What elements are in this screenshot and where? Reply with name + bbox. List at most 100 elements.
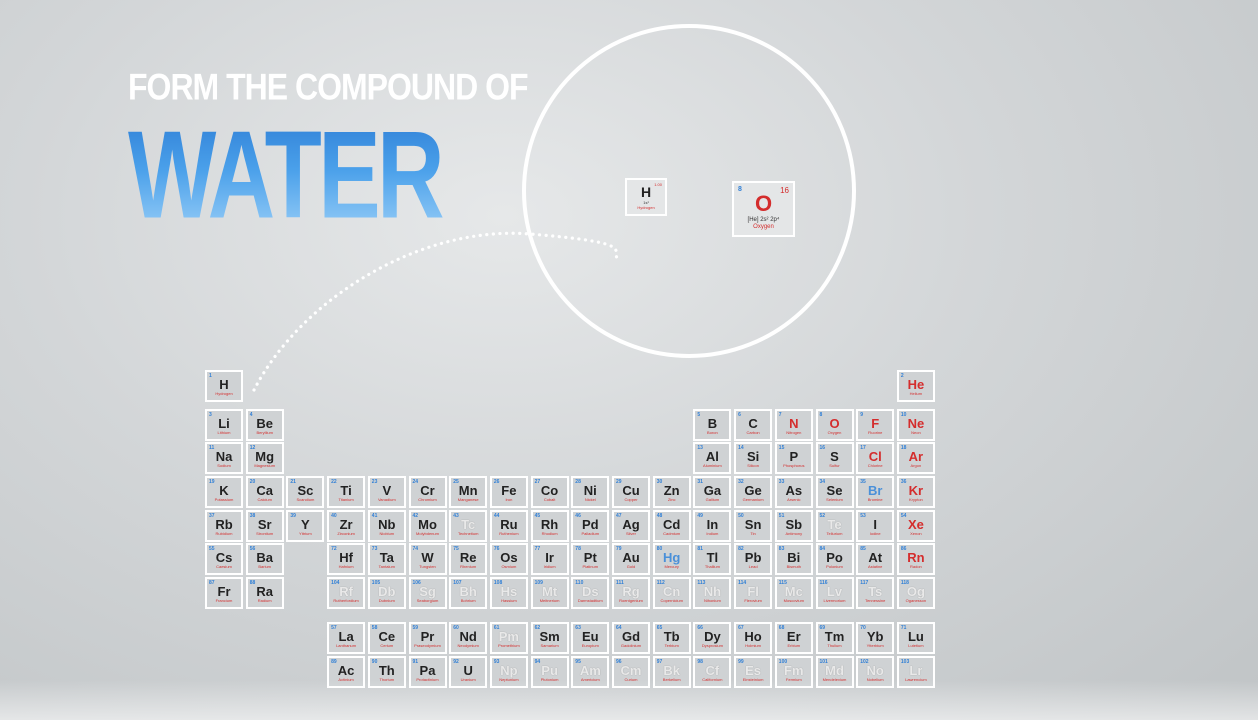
element-tile-mc[interactable]: 115 Mc Moscovium bbox=[774, 577, 813, 609]
element-tile-pd[interactable]: 46 Pd Palladium bbox=[571, 510, 610, 542]
zoom-hydrogen-tile[interactable]: 1.00 H 1s¹ Hydrogen bbox=[625, 178, 667, 216]
element-tile-cd[interactable]: 48 Cd Cadmium bbox=[652, 510, 691, 542]
element-tile-tc[interactable]: 43 Tc Technetium bbox=[449, 510, 488, 542]
element-tile-lv[interactable]: 116 Lv Livermorium bbox=[815, 577, 854, 609]
element-tile-cs[interactable]: 55 Cs Caesium bbox=[205, 543, 243, 575]
element-tile-c[interactable]: 6 C Carbon bbox=[734, 409, 773, 441]
element-tile-rb[interactable]: 37 Rb Rubidium bbox=[205, 510, 243, 542]
element-tile-cr[interactable]: 24 Cr Chromium bbox=[408, 476, 447, 508]
zoom-oxygen-tile[interactable]: 8 16 O [He] 2s² 2p⁴ Oxygen bbox=[732, 181, 795, 237]
element-tile-lu[interactable]: 71 Lu Lutetium bbox=[896, 622, 935, 654]
element-tile-la[interactable]: 57 La Lanthanum bbox=[327, 622, 366, 654]
element-tile-kr[interactable]: 36 Kr Krypton bbox=[896, 476, 935, 508]
element-tile-k[interactable]: 19 K Potassium bbox=[205, 476, 243, 508]
element-tile-hs[interactable]: 108 Hs Hassium bbox=[489, 577, 528, 609]
element-tile-li[interactable]: 3 Li Lithium bbox=[205, 409, 243, 441]
element-tile-zn[interactable]: 30 Zn Zinc bbox=[652, 476, 691, 508]
element-tile-zr[interactable]: 40 Zr Zirconium bbox=[327, 510, 366, 542]
element-tile-ar[interactable]: 18 Ar Argon bbox=[896, 442, 935, 474]
element-tile-br[interactable]: 35 Br Bromine bbox=[856, 476, 895, 508]
element-tile-ho[interactable]: 67 Ho Holmium bbox=[734, 622, 773, 654]
element-tile-db[interactable]: 105 Db Dubnium bbox=[367, 577, 406, 609]
element-tile-nd[interactable]: 60 Nd Neodymium bbox=[449, 622, 488, 654]
element-tile-y[interactable]: 39 Y Yttrium bbox=[286, 510, 325, 542]
element-tile-h[interactable]: 1 H Hydrogen bbox=[205, 370, 243, 402]
element-tile-at[interactable]: 85 At Astatine bbox=[856, 543, 895, 575]
element-tile-se[interactable]: 34 Se Selenium bbox=[815, 476, 854, 508]
element-tile-pm[interactable]: 61 Pm Promethium bbox=[489, 622, 528, 654]
element-tile-b[interactable]: 5 B Boron bbox=[693, 409, 732, 441]
element-tile-og[interactable]: 118 Og Oganesson bbox=[896, 577, 935, 609]
element-tile-sb[interactable]: 51 Sb Antimony bbox=[774, 510, 813, 542]
element-tile-te[interactable]: 52 Te Tellurium bbox=[815, 510, 854, 542]
element-tile-sg[interactable]: 106 Sg Seaborgium bbox=[408, 577, 447, 609]
element-tile-na[interactable]: 11 Na Sodium bbox=[205, 442, 243, 474]
element-tile-eu[interactable]: 63 Eu Europium bbox=[571, 622, 610, 654]
element-tile-mo[interactable]: 42 Mo Molybdenum bbox=[408, 510, 447, 542]
element-tile-re[interactable]: 75 Re Rhenium bbox=[449, 543, 488, 575]
element-tile-cn[interactable]: 112 Cn Copernicium bbox=[652, 577, 691, 609]
element-tile-yb[interactable]: 70 Yb Ytterbium bbox=[856, 622, 895, 654]
element-tile-be[interactable]: 4 Be Beryllium bbox=[245, 409, 284, 441]
element-tile-fe[interactable]: 26 Fe Iron bbox=[489, 476, 528, 508]
element-tile-ce[interactable]: 58 Ce Cerium bbox=[367, 622, 406, 654]
element-tile-mg[interactable]: 12 Mg Magnesium bbox=[245, 442, 284, 474]
element-tile-nh[interactable]: 113 Nh Nihonium bbox=[693, 577, 732, 609]
element-tile-fl[interactable]: 114 Fl Flerovium bbox=[734, 577, 773, 609]
element-tile-po[interactable]: 84 Po Polonium bbox=[815, 543, 854, 575]
element-tile-n[interactable]: 7 N Nitrogen bbox=[774, 409, 813, 441]
element-tile-ca[interactable]: 20 Ca Calcium bbox=[245, 476, 284, 508]
element-tile-ru[interactable]: 44 Ru Ruthenium bbox=[489, 510, 528, 542]
element-tile-sc[interactable]: 21 Sc Scandium bbox=[286, 476, 325, 508]
element-tile-ra[interactable]: 88 Ra Radium bbox=[245, 577, 284, 609]
element-tile-mt[interactable]: 109 Mt Meitnerium bbox=[530, 577, 569, 609]
element-tile-as[interactable]: 33 As Arsenic bbox=[774, 476, 813, 508]
element-tile-o[interactable]: 8 O Oxygen bbox=[815, 409, 854, 441]
element-tile-v[interactable]: 23 V Vanadium bbox=[367, 476, 406, 508]
element-tile-ts[interactable]: 117 Ts Tennessine bbox=[856, 577, 895, 609]
element-tile-ni[interactable]: 28 Ni Nickel bbox=[571, 476, 610, 508]
element-tile-fr[interactable]: 87 Fr Francium bbox=[205, 577, 243, 609]
element-tile-tb[interactable]: 65 Tb Terbium bbox=[652, 622, 691, 654]
element-tile-bh[interactable]: 107 Bh Bohrium bbox=[449, 577, 488, 609]
element-tile-rf[interactable]: 104 Rf Rutherfordium bbox=[327, 577, 366, 609]
element-tile-dy[interactable]: 66 Dy Dysprosium bbox=[693, 622, 732, 654]
element-tile-sn[interactable]: 50 Sn Tin bbox=[734, 510, 773, 542]
element-tile-ba[interactable]: 56 Ba Barium bbox=[245, 543, 284, 575]
element-tile-pr[interactable]: 59 Pr Praseodymium bbox=[408, 622, 447, 654]
element-tile-ne[interactable]: 10 Ne Neon bbox=[896, 409, 935, 441]
element-tile-ag[interactable]: 47 Ag Silver bbox=[612, 510, 650, 542]
element-tile-co[interactable]: 27 Co Cobalt bbox=[530, 476, 569, 508]
element-tile-gd[interactable]: 64 Gd Gadolinium bbox=[612, 622, 650, 654]
element-tile-os[interactable]: 76 Os Osmium bbox=[489, 543, 528, 575]
element-tile-sr[interactable]: 38 Sr Strontium bbox=[245, 510, 284, 542]
element-tile-tl[interactable]: 81 Tl Thallium bbox=[693, 543, 732, 575]
element-tile-ga[interactable]: 31 Ga Gallium bbox=[693, 476, 732, 508]
element-tile-p[interactable]: 15 P Phosphorus bbox=[774, 442, 813, 474]
element-tile-cu[interactable]: 29 Cu Copper bbox=[612, 476, 650, 508]
element-tile-sm[interactable]: 62 Sm Samarium bbox=[530, 622, 569, 654]
element-tile-rg[interactable]: 111 Rg Roentgenium bbox=[612, 577, 650, 609]
element-tile-al[interactable]: 13 Al Aluminium bbox=[693, 442, 732, 474]
element-tile-he[interactable]: 2 He Helium bbox=[896, 370, 935, 402]
element-tile-si[interactable]: 14 Si Silicon bbox=[734, 442, 773, 474]
element-tile-ge[interactable]: 32 Ge Germanium bbox=[734, 476, 773, 508]
element-tile-rh[interactable]: 45 Rh Rhodium bbox=[530, 510, 569, 542]
element-tile-mn[interactable]: 25 Mn Manganese bbox=[449, 476, 488, 508]
element-tile-f[interactable]: 9 F Fluorine bbox=[856, 409, 895, 441]
element-tile-cl[interactable]: 17 Cl Chlorine bbox=[856, 442, 895, 474]
element-tile-in[interactable]: 49 In Indium bbox=[693, 510, 732, 542]
element-tile-hf[interactable]: 72 Hf Hafnium bbox=[327, 543, 366, 575]
element-tile-ir[interactable]: 77 Ir Iridium bbox=[530, 543, 569, 575]
element-tile-s[interactable]: 16 S Sulfur bbox=[815, 442, 854, 474]
element-tile-tm[interactable]: 69 Tm Thulium bbox=[815, 622, 854, 654]
element-tile-au[interactable]: 79 Au Gold bbox=[612, 543, 650, 575]
element-tile-bi[interactable]: 83 Bi Bismuth bbox=[774, 543, 813, 575]
element-tile-pt[interactable]: 78 Pt Platinum bbox=[571, 543, 610, 575]
element-tile-hg[interactable]: 80 Hg Mercury bbox=[652, 543, 691, 575]
element-tile-er[interactable]: 68 Er Erbium bbox=[774, 622, 813, 654]
element-tile-nb[interactable]: 41 Nb Niobium bbox=[367, 510, 406, 542]
element-tile-xe[interactable]: 54 Xe Xenon bbox=[896, 510, 935, 542]
element-tile-w[interactable]: 74 W Tungsten bbox=[408, 543, 447, 575]
element-tile-ds[interactable]: 110 Ds Darmstadtium bbox=[571, 577, 610, 609]
